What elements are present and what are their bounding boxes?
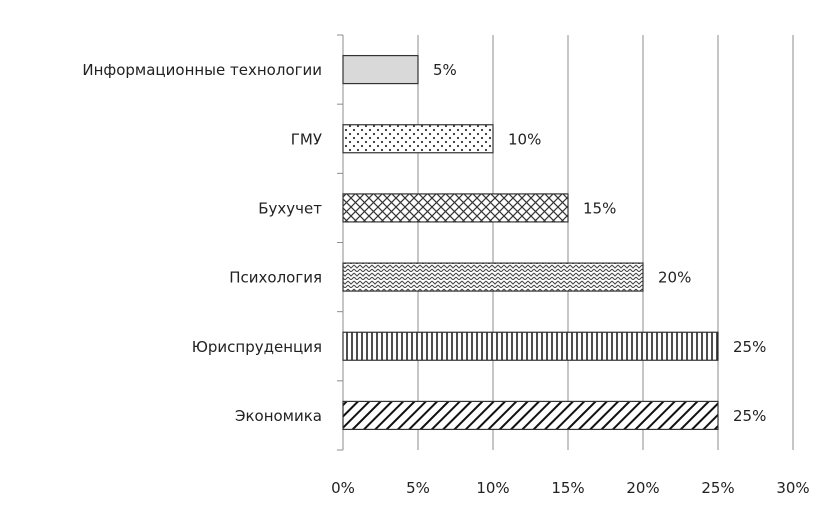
category-label-2: Бухучет [258,199,322,217]
bar-1 [342,124,494,154]
bar-5 [342,400,719,431]
category-label-4: Юриспруденция [192,338,322,356]
data-label-1: 10% [508,130,541,148]
bar-3 [342,262,644,292]
x-tick-label-1: 5% [406,479,430,497]
data-label-3: 20% [658,269,691,287]
axis-layer [337,34,344,451]
bar-0 [342,54,419,85]
x-tick-label-5: 25% [701,479,734,497]
x-tick-label-2: 10% [476,479,509,497]
data-label-5: 25% [733,407,766,425]
x-tick-label-3: 15% [551,479,584,497]
grid-layer [417,35,794,450]
data-label-0: 5% [433,61,457,79]
category-label-3: Психология [229,269,322,287]
label-layer: 0% 5% 10% 15% 20% 25% 30% Информационные технол… [82,61,809,497]
data-label-2: 15% [583,199,616,217]
category-label-1: ГМУ [291,130,322,148]
x-tick-label-6: 30% [776,479,809,497]
category-label-0: Информационные технологии [82,61,322,79]
bar-2 [342,193,569,223]
bar-4 [342,331,719,361]
x-tick-label-4: 20% [626,479,659,497]
data-label-4: 25% [733,338,766,356]
bar-layer [342,54,719,431]
category-label-5: Экономика [235,407,322,425]
x-tick-label-0: 0% [331,479,355,497]
